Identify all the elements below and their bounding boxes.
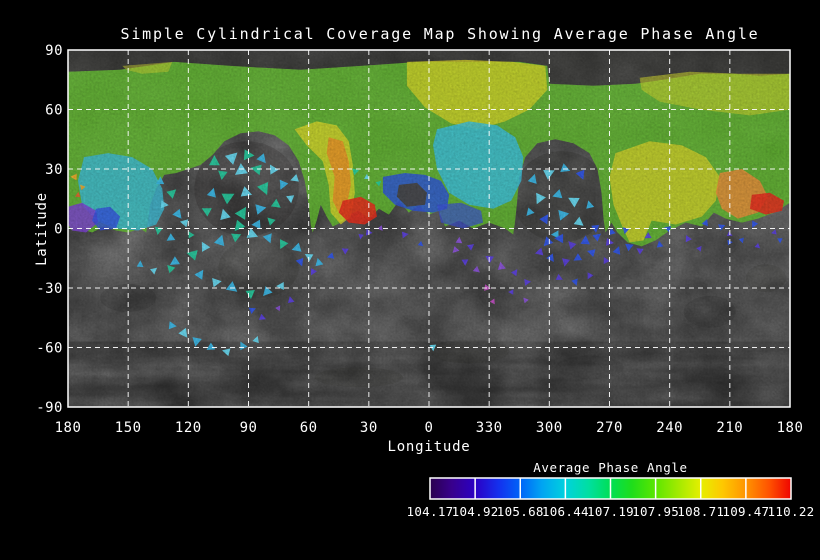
x-axis-tick-label: 90 [240, 420, 258, 436]
x-axis-tick-label: 60 [300, 420, 318, 436]
x-axis-tick-label: 120 [175, 420, 202, 436]
colorbar-tick-label: 110.22 [768, 504, 815, 519]
colorbar-tick-label: 105.68 [497, 504, 544, 519]
y-axis-tick-label: 0 [54, 222, 63, 238]
colorbar-tick-label: 107.95 [632, 504, 679, 519]
x-axis-tick-label: 240 [656, 420, 683, 436]
plot-border [67, 49, 791, 408]
colorbar-tick-label: 107.19 [587, 504, 634, 519]
y-axis-tick-label: 30 [45, 162, 63, 178]
y-axis-tick-label: -60 [36, 341, 63, 357]
x-axis-tick-label: 0 [425, 420, 434, 436]
y-axis-tick-label: 90 [45, 43, 63, 59]
colorbar [429, 477, 792, 500]
x-axis-tick-label: 210 [716, 420, 743, 436]
x-axis-title: Longitude [387, 439, 470, 455]
colorbar-tick-label: 106.44 [542, 504, 589, 519]
colorbar-tick-label: 109.47 [722, 504, 769, 519]
x-axis-tick-label: 150 [115, 420, 142, 436]
x-axis-tick-label: 300 [536, 420, 563, 436]
colorbar-tick-label: 108.71 [677, 504, 724, 519]
colorbar-tick-label: 104.17 [407, 504, 454, 519]
y-axis-title: Latitude [34, 192, 50, 266]
y-axis-tick-label: -90 [36, 400, 63, 416]
colorbar-border [429, 477, 792, 500]
x-axis-tick-label: 180 [777, 420, 804, 436]
grid-lines [68, 50, 790, 407]
map-title: Simple Cylindrical Coverage Map Showing … [120, 25, 759, 43]
x-axis-tick-label: 180 [55, 420, 82, 436]
x-axis-tick-label: 330 [476, 420, 503, 436]
y-axis-tick-label: 60 [45, 103, 63, 119]
y-axis-tick-label: -30 [36, 281, 63, 297]
colorbar-tick-label: 104.92 [452, 504, 499, 519]
x-axis-tick-label: 30 [360, 420, 378, 436]
colorbar-title: Average Phase Angle [533, 460, 687, 475]
map-surface [68, 50, 790, 407]
x-axis-tick-label: 270 [596, 420, 623, 436]
